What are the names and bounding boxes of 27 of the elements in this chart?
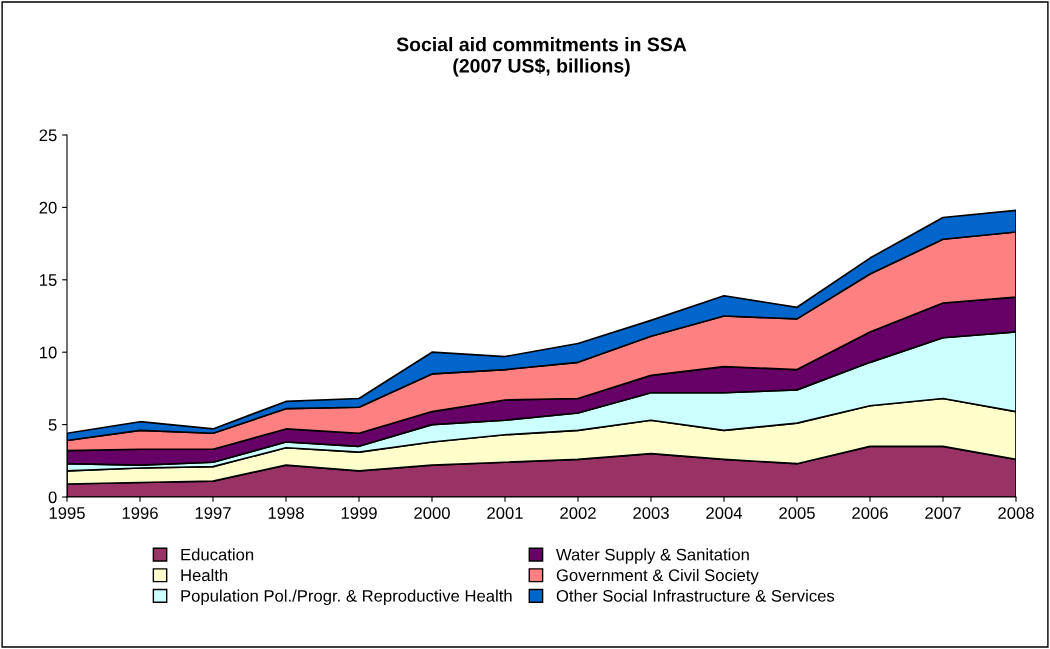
- x-tick-label: 2000: [414, 507, 450, 519]
- x-tick-label: 2004: [706, 507, 743, 519]
- legend-label: Education: [181, 548, 254, 561]
- x-tick-label: 2002: [560, 507, 596, 519]
- x-tick-label: 2008: [998, 507, 1034, 519]
- y-tick-label: 25: [39, 129, 57, 142]
- y-tick-label: 0: [48, 491, 57, 504]
- x-tick-label: 2005: [779, 507, 815, 519]
- chart-title: Social aid commitments in SSA (2007 US$, billions): [396, 37, 687, 77]
- legend-label: Health: [181, 568, 228, 582]
- legend-label: Water Supply & Sanitation: [556, 548, 749, 564]
- y-tick-label: 5: [48, 419, 57, 431]
- x-tick-label: 1995: [49, 507, 85, 519]
- legend-label: Other Social Infrastructure & Services: [556, 589, 835, 602]
- x-tick-label: 2006: [852, 507, 888, 519]
- x-tick-label: 1997: [195, 507, 231, 519]
- x-tick-label: 1996: [122, 507, 158, 519]
- x-tick-label: 1998: [268, 507, 304, 519]
- x-tick-label: 2003: [633, 507, 669, 519]
- legend-label: Population Pol./Progr. & Reproductive Health: [181, 589, 512, 606]
- legend-label: Government & Civil Society: [556, 568, 759, 585]
- x-tick-label: 2001: [487, 507, 523, 519]
- y-tick-label: 10: [40, 346, 57, 359]
- x-tick-label: 1999: [341, 507, 377, 519]
- y-tick-label: 15: [40, 274, 57, 286]
- x-tick-label: 2007: [925, 507, 961, 519]
- y-tick-label: 20: [39, 201, 57, 214]
